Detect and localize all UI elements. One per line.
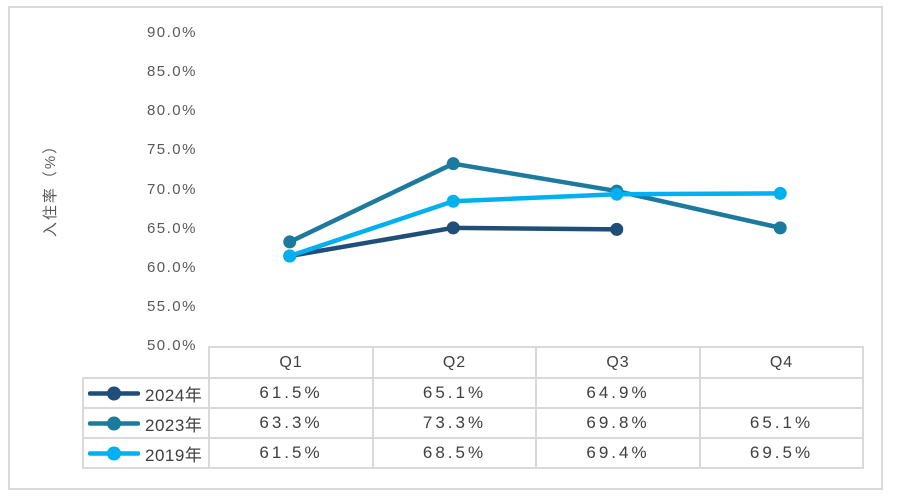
- value-cell-2023年-Q1: 63.3%: [208, 407, 374, 439]
- value-cell-2024年-Q1: 61.5%: [208, 377, 374, 409]
- table-corner-cell: [83, 347, 209, 378]
- column-header-Q1: Q1: [208, 346, 374, 379]
- y-axis-tick-label: 60.0%: [146, 258, 197, 276]
- y-axis-title: 入住率（%）: [42, 136, 59, 238]
- value-cell-2024年-Q2: 65.1%: [372, 377, 537, 409]
- y-axis-tick-label: 75.0%: [146, 141, 197, 159]
- legend-line-marker-icon: [87, 446, 141, 461]
- legend-key-inner: 2019年: [85, 441, 207, 466]
- value-cell-2023年-Q3: 69.8%: [535, 407, 701, 439]
- value-cell-2019年-Q4: 69.5%: [699, 437, 864, 469]
- table-header-row: Q1 Q2 Q3 Q4: [83, 346, 864, 379]
- value-cell-2023年-Q2: 73.3%: [372, 407, 537, 439]
- value-cell-2019年-Q3: 69.4%: [535, 437, 701, 469]
- y-axis-tick-label: 50.0%: [146, 337, 197, 354]
- legend-key-2023年: 2023年: [82, 407, 210, 439]
- y-axis-tick-label: 80.0%: [146, 102, 197, 120]
- legend-line-marker-icon: [87, 386, 141, 401]
- legend-series-label: 2024年: [145, 385, 203, 405]
- y-axis-tick-label: 65.0%: [146, 219, 197, 237]
- y-axis-tick-label: 55.0%: [146, 297, 197, 315]
- legend-key-2024年: 2024年: [82, 377, 210, 409]
- legend-key-2019年: 2019年: [82, 437, 210, 469]
- table-row-2024年: 2024年 61.5% 65.1% 64.9%: [82, 377, 864, 409]
- legend-line-marker-icon: [87, 416, 141, 431]
- legend-series-label: 2019年: [145, 445, 203, 465]
- legend-key-inner: 2023年: [85, 411, 207, 436]
- table-row-2019年: 2019年 61.5% 68.5% 69.4% 69.5%: [82, 437, 864, 469]
- value-cell-2024年-Q3: 64.9%: [535, 377, 701, 409]
- y-axis-tick-label: 90.0%: [146, 24, 197, 41]
- column-header-Q4: Q4: [699, 346, 864, 379]
- value-cell-2024年-Q4: [699, 377, 864, 409]
- y-axis-tick-label: 85.0%: [146, 63, 197, 81]
- column-header-Q2: Q2: [372, 346, 537, 379]
- column-header-Q3: Q3: [535, 346, 701, 379]
- value-cell-2019年-Q2: 68.5%: [372, 437, 537, 469]
- chart-data-table: Q1 Q2 Q3 Q4 2024年 61.5% 65.1% 64.9% 2023年 63.3% 73…: [82, 346, 864, 469]
- y-axis-tick-label: 70.0%: [146, 180, 197, 198]
- table-row-2023年: 2023年 63.3% 73.3% 69.8% 65.1%: [82, 407, 864, 439]
- value-cell-2019年-Q1: 61.5%: [208, 437, 374, 469]
- legend-series-label: 2023年: [145, 415, 203, 435]
- value-cell-2023年-Q4: 65.1%: [699, 407, 864, 439]
- legend-key-inner: 2024年: [85, 381, 207, 406]
